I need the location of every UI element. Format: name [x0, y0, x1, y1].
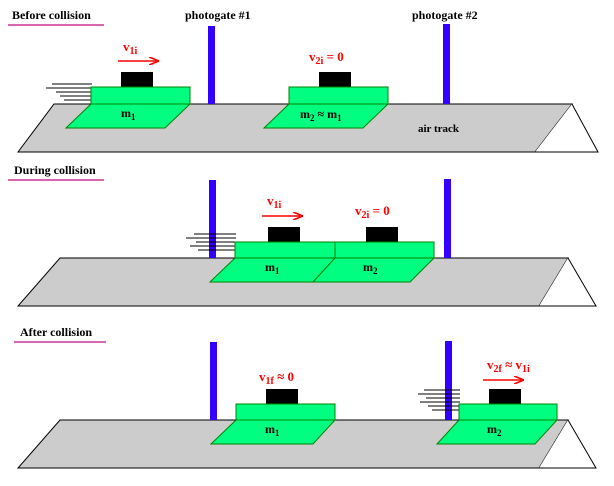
cart-flag: [268, 227, 300, 243]
photogate-1: [208, 26, 215, 104]
v1i-label: v1i: [123, 39, 138, 57]
photogate-2-label: photogate #2: [412, 8, 478, 22]
v1i-label: v1i: [267, 193, 282, 211]
v2i-label: v2i = 0: [355, 203, 390, 221]
photogate-2: [443, 24, 450, 104]
m1-label: m1: [121, 106, 136, 122]
cart-1: [209, 389, 337, 445]
photogate-1: [209, 180, 216, 258]
cart-flag: [121, 72, 153, 88]
panel-title-after: After collision: [20, 325, 92, 339]
track-end-support: [539, 257, 597, 307]
cart-2: [311, 227, 436, 283]
panel-title-before: Before collision: [12, 8, 91, 22]
panel-after: After collision v1f ≈ 0 v2f ≈ v1i m1: [14, 325, 597, 469]
m1-label: m1: [265, 260, 280, 276]
cart-flag: [366, 227, 398, 243]
m2-label: m2: [363, 260, 378, 276]
motion-lines: [186, 233, 236, 251]
track-end-support: [535, 103, 599, 153]
cart-flag: [266, 389, 298, 405]
motion-lines: [46, 83, 92, 101]
v2f-label: v2f ≈ v1i: [487, 357, 530, 375]
panel-during: During collision v1i v2i = 0 m1 m2: [8, 163, 597, 307]
motion-lines: [418, 389, 460, 411]
cart-2: [435, 389, 559, 445]
m2-label: m2 ≈ m1: [300, 107, 342, 123]
photogate-2: [445, 341, 452, 420]
cart-flag: [489, 389, 521, 405]
m1-label: m1: [265, 422, 280, 438]
panel-title-during: During collision: [14, 163, 96, 177]
track-end-support: [539, 419, 597, 469]
photogate-1: [210, 342, 217, 420]
photogate-1-label: photogate #1: [185, 8, 251, 22]
photogate-2: [444, 179, 451, 258]
air-track-label: air track: [418, 123, 460, 135]
panel-before: Before collision photogate #1 photogate …: [8, 8, 599, 153]
cart-2: [262, 72, 390, 129]
m2-label: m2: [487, 422, 502, 438]
cart-1: [64, 72, 192, 129]
v2i-label: v2i = 0: [309, 49, 344, 67]
v1f-label: v1f ≈ 0: [259, 369, 294, 387]
cart-flag: [319, 72, 351, 88]
